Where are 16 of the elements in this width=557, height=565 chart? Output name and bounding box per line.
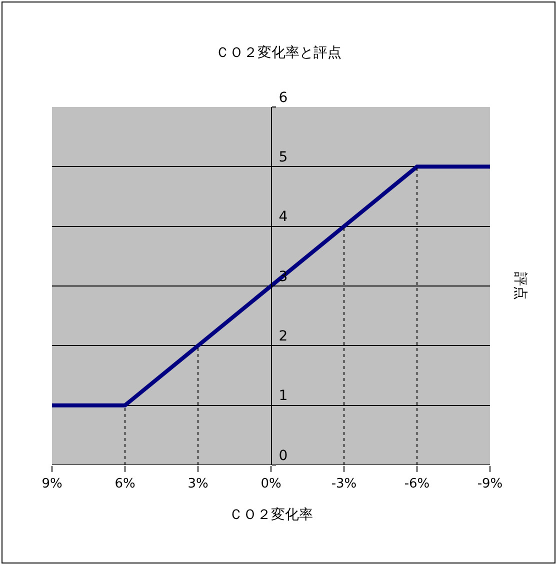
y-tick-label: 4 [278, 209, 288, 226]
x-tick-label: 3% [188, 476, 208, 492]
y-tick-label: 0 [278, 448, 288, 464]
y-tick-label: 1 [278, 388, 288, 404]
x-tick-label: -3% [331, 476, 357, 492]
chart-title: ＣＯ２変化率と評点 [216, 44, 342, 61]
y-axis-title: 評点 [512, 272, 528, 300]
x-tick-label: -9% [477, 476, 503, 492]
x-axis-title: ＣＯ２変化率 [229, 506, 313, 523]
x-tick-label: 0% [260, 476, 282, 492]
x-tick-label: -6% [404, 476, 430, 492]
y-tick-label: 5 [278, 150, 288, 166]
x-tick-label: 9% [42, 476, 62, 492]
x-tick-label: 6% [114, 476, 136, 492]
y-tick-label: 6 [278, 90, 288, 106]
y-tick-label: 2 [278, 328, 288, 345]
